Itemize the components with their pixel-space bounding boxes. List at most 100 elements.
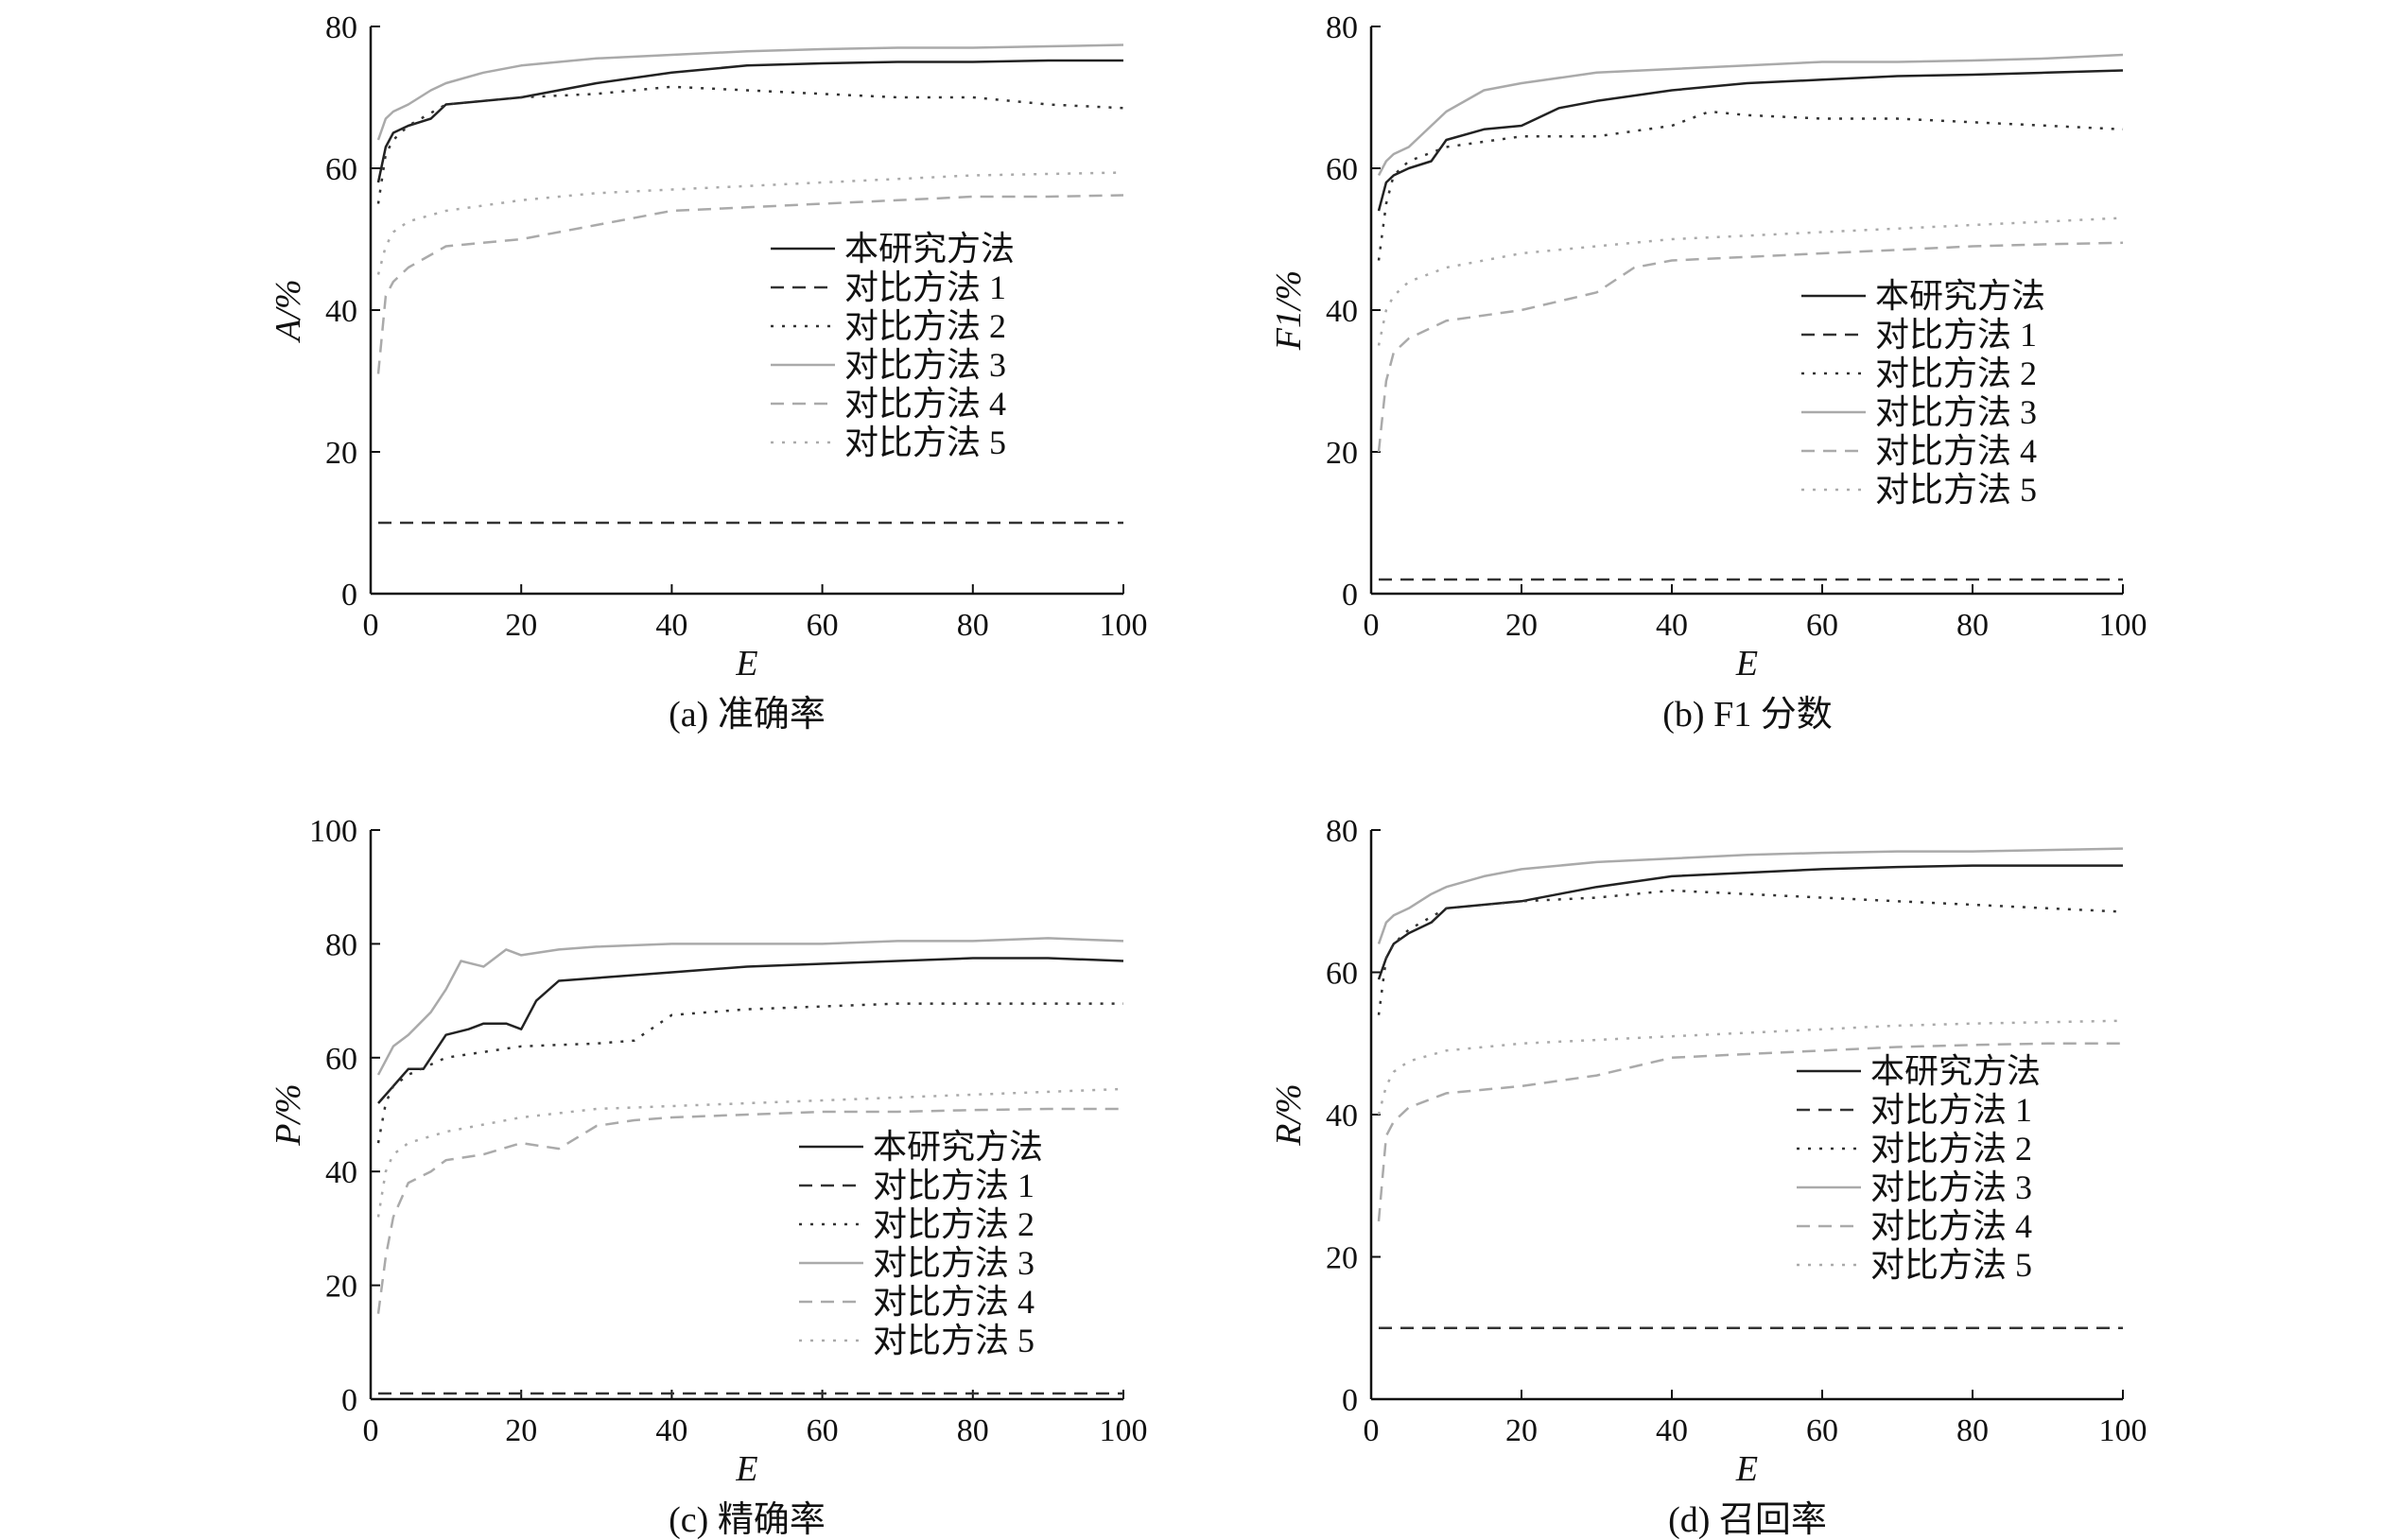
legend-label: 本研究方法	[1870, 1052, 2041, 1090]
y-tick-label: 40	[1326, 1099, 1358, 1133]
legend-label: 本研究方法	[844, 230, 1015, 268]
y-tick-label: 80	[1326, 814, 1358, 849]
y-tick-label: 20	[325, 1270, 357, 1305]
x-tick-label: 80	[957, 1413, 989, 1448]
x-tick-label: 60	[807, 1413, 839, 1448]
legend-label: 对比方法 2	[844, 307, 1006, 345]
x-tick-label: 0	[363, 1413, 379, 1448]
y-tick-label: 20	[1326, 436, 1358, 471]
legend-label: 对比方法 4	[873, 1283, 1035, 1321]
y-tick-label: 60	[325, 152, 357, 187]
panel-caption: (b) F1 分数	[1662, 695, 1832, 735]
legend-label: 对比方法 4	[1875, 432, 2037, 470]
legend-label: 对比方法 4	[844, 385, 1006, 423]
series-line-5	[376, 194, 1124, 374]
legend-label: 对比方法 3	[844, 346, 1006, 384]
x-tick-label: 100	[2099, 1413, 2147, 1448]
series-line-4	[376, 937, 1124, 1076]
y-tick-label: 60	[1326, 152, 1358, 187]
x-tick-label: 0	[1364, 608, 1380, 643]
series-line-5	[1377, 1042, 2123, 1222]
legend-label: 对比方法 2	[873, 1205, 1035, 1243]
panel-caption: (c) 精确率	[669, 1500, 826, 1540]
series-line-3	[376, 85, 1124, 204]
series-line-3	[1377, 889, 2124, 1015]
x-tick-label: 0	[1364, 1413, 1380, 1448]
legend-label: 对比方法 3	[873, 1244, 1035, 1282]
x-tick-label: 20	[1505, 1413, 1538, 1448]
x-tick-label: 100	[1100, 608, 1148, 643]
legend-label: 对比方法 1	[1870, 1091, 2032, 1129]
y-axis-title: P/%	[269, 1083, 308, 1146]
series-line-3	[1377, 110, 2124, 261]
y-tick-label: 40	[325, 1155, 357, 1190]
x-tick-label: 20	[505, 1413, 537, 1448]
legend-label: 本研究方法	[873, 1128, 1043, 1166]
x-tick-label: 60	[1806, 1413, 1838, 1448]
x-tick-label: 100	[2099, 608, 2147, 643]
series-line-3	[376, 1002, 1123, 1144]
series-line-1	[376, 59, 1123, 183]
series-line-1	[1377, 69, 2124, 212]
x-tick-label: 80	[957, 608, 989, 643]
x-axis-title: E	[1735, 644, 1758, 683]
y-axis-title: A/%	[269, 279, 308, 343]
x-tick-label: 80	[1956, 1413, 1989, 1448]
x-axis-title: E	[1735, 1449, 1758, 1489]
y-tick-label: 20	[325, 436, 357, 471]
x-tick-label: 40	[655, 1413, 687, 1448]
legend-label: 对比方法 5	[873, 1322, 1035, 1359]
y-axis-title: R/%	[1269, 1083, 1309, 1146]
legend-label: 对比方法 2	[1870, 1130, 2032, 1168]
series-line-5	[1377, 241, 2124, 453]
legend-label: 对比方法 3	[1870, 1168, 2032, 1206]
y-tick-label: 0	[1342, 1383, 1358, 1418]
y-tick-label: 80	[1326, 10, 1358, 45]
series-line-5	[376, 1107, 1123, 1314]
legend-label: 对比方法 5	[1870, 1246, 2032, 1284]
x-axis-title: E	[735, 1449, 757, 1489]
legend-label: 对比方法 1	[873, 1167, 1035, 1204]
x-tick-label: 60	[1806, 608, 1838, 643]
x-tick-label: 40	[1656, 1413, 1688, 1448]
y-axis-title: F1/%	[1269, 270, 1309, 351]
x-tick-label: 0	[363, 608, 379, 643]
series-line-4	[376, 43, 1124, 141]
y-tick-label: 100	[309, 814, 357, 849]
y-tick-label: 80	[325, 927, 357, 962]
series-line-4	[1377, 53, 2124, 177]
y-tick-label: 0	[1342, 578, 1358, 613]
panel-caption: (a) 准确率	[669, 695, 826, 735]
x-tick-label: 20	[505, 608, 537, 643]
x-tick-label: 60	[807, 608, 839, 643]
legend-label: 本研究方法	[1875, 277, 2045, 315]
y-tick-label: 40	[1326, 294, 1358, 329]
legend-label: 对比方法 1	[844, 268, 1006, 306]
legend-label: 对比方法 1	[1875, 316, 2037, 354]
legend-label: 对比方法 5	[1875, 471, 2037, 509]
y-tick-label: 60	[325, 1042, 357, 1077]
series-line-1	[377, 957, 1124, 1104]
y-tick-label: 0	[341, 1383, 357, 1418]
legend-label: 对比方法 3	[1875, 393, 2037, 431]
panel-caption: (d) 召回率	[1668, 1500, 1827, 1540]
y-tick-label: 0	[341, 578, 357, 613]
series-line-4	[1377, 847, 2124, 944]
series-line-1	[1377, 864, 2123, 980]
legend-label: 对比方法 5	[844, 424, 1006, 461]
x-axis-title: E	[735, 644, 757, 683]
y-tick-label: 20	[1326, 1241, 1358, 1276]
x-tick-label: 80	[1956, 608, 1989, 643]
legend-label: 对比方法 2	[1875, 355, 2037, 392]
x-tick-label: 40	[655, 608, 687, 643]
y-tick-label: 40	[325, 294, 357, 329]
